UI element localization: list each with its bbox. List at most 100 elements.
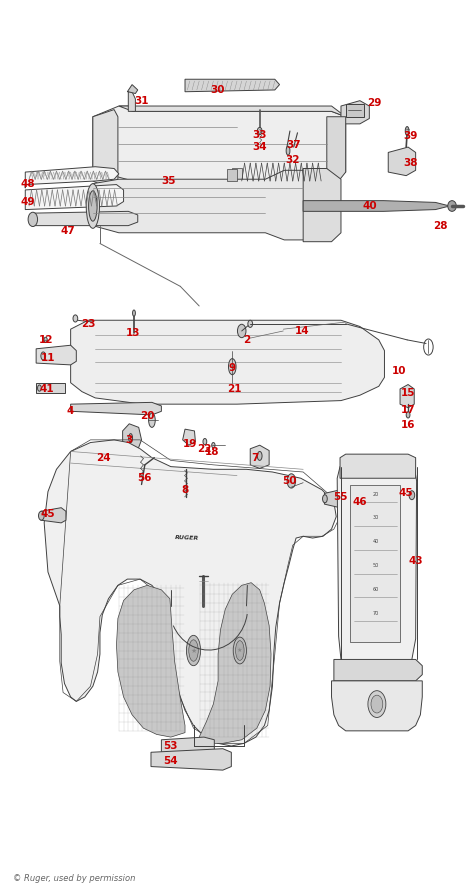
Text: 29: 29: [367, 98, 381, 108]
Ellipse shape: [237, 325, 246, 338]
Ellipse shape: [41, 352, 46, 360]
Ellipse shape: [186, 636, 201, 666]
Text: 14: 14: [295, 326, 310, 336]
Text: 56: 56: [137, 473, 152, 484]
Polygon shape: [123, 424, 142, 452]
Ellipse shape: [257, 128, 262, 135]
Text: 30: 30: [373, 515, 379, 520]
Text: 40: 40: [373, 539, 379, 544]
Ellipse shape: [257, 451, 262, 460]
Text: 45: 45: [399, 488, 413, 499]
Ellipse shape: [405, 127, 409, 136]
Polygon shape: [400, 384, 414, 408]
Polygon shape: [71, 402, 161, 415]
Polygon shape: [117, 586, 185, 737]
Polygon shape: [324, 490, 346, 508]
Polygon shape: [334, 660, 422, 681]
Ellipse shape: [44, 337, 47, 342]
Text: 12: 12: [38, 335, 53, 345]
Bar: [350, 485, 400, 642]
Text: 54: 54: [164, 756, 178, 766]
Polygon shape: [250, 445, 269, 468]
Polygon shape: [128, 92, 136, 112]
Polygon shape: [327, 117, 346, 182]
Text: 46: 46: [353, 497, 367, 507]
Polygon shape: [373, 487, 412, 504]
Ellipse shape: [38, 511, 44, 520]
Text: 3: 3: [126, 434, 133, 445]
Text: 13: 13: [126, 328, 140, 338]
Text: 4: 4: [67, 406, 74, 417]
Text: 35: 35: [161, 176, 176, 186]
Text: 28: 28: [433, 221, 447, 231]
Polygon shape: [128, 85, 138, 94]
Text: ★: ★: [191, 647, 197, 654]
Text: 21: 21: [228, 384, 242, 394]
Polygon shape: [388, 148, 416, 175]
Ellipse shape: [189, 640, 198, 662]
Text: 34: 34: [252, 142, 267, 152]
Text: 16: 16: [401, 419, 415, 430]
Ellipse shape: [371, 696, 383, 713]
Polygon shape: [93, 106, 346, 181]
Ellipse shape: [409, 491, 415, 500]
Text: 23: 23: [81, 319, 95, 329]
Text: 43: 43: [408, 556, 423, 566]
Ellipse shape: [212, 443, 215, 448]
Ellipse shape: [286, 147, 290, 156]
Ellipse shape: [248, 320, 253, 327]
Bar: [100, 442, 110, 458]
Polygon shape: [36, 345, 76, 365]
Ellipse shape: [368, 691, 386, 718]
Polygon shape: [199, 583, 271, 743]
Text: 60: 60: [373, 586, 379, 592]
Text: 22: 22: [198, 443, 212, 454]
Text: 33: 33: [253, 130, 267, 139]
Bar: [36, 383, 65, 393]
Polygon shape: [331, 681, 422, 731]
Text: 49: 49: [21, 197, 36, 207]
Text: RUGER: RUGER: [175, 536, 200, 541]
Bar: [227, 168, 237, 181]
Text: 8: 8: [182, 485, 189, 495]
Bar: [346, 105, 364, 117]
Text: 70: 70: [373, 611, 379, 616]
Polygon shape: [71, 320, 384, 404]
Text: 45: 45: [41, 509, 55, 519]
Text: 30: 30: [210, 85, 224, 95]
Text: 19: 19: [182, 439, 197, 450]
Text: 41: 41: [40, 384, 55, 394]
Ellipse shape: [322, 494, 327, 502]
Ellipse shape: [448, 200, 456, 211]
Polygon shape: [161, 737, 214, 755]
Ellipse shape: [406, 412, 410, 418]
Polygon shape: [182, 429, 195, 445]
Ellipse shape: [228, 358, 236, 375]
Polygon shape: [151, 748, 231, 770]
Text: 48: 48: [21, 179, 36, 189]
Polygon shape: [303, 200, 450, 211]
Text: 2: 2: [243, 335, 250, 345]
Text: 38: 38: [404, 158, 418, 168]
Ellipse shape: [89, 190, 97, 221]
Text: 17: 17: [401, 404, 415, 415]
Polygon shape: [25, 184, 124, 209]
Text: 15: 15: [401, 389, 415, 399]
Text: 31: 31: [134, 96, 149, 105]
Polygon shape: [340, 454, 416, 478]
Ellipse shape: [37, 385, 41, 392]
Ellipse shape: [73, 315, 78, 322]
Polygon shape: [93, 110, 118, 186]
Ellipse shape: [28, 212, 37, 226]
Text: 53: 53: [164, 741, 178, 751]
Text: 50: 50: [282, 476, 296, 486]
Polygon shape: [41, 508, 66, 523]
Text: 47: 47: [60, 226, 75, 236]
Polygon shape: [33, 211, 138, 225]
Text: 24: 24: [96, 452, 111, 463]
Polygon shape: [119, 106, 346, 117]
Text: 50: 50: [373, 563, 379, 569]
Polygon shape: [93, 170, 331, 240]
Ellipse shape: [86, 183, 100, 228]
Text: 20: 20: [373, 492, 379, 497]
